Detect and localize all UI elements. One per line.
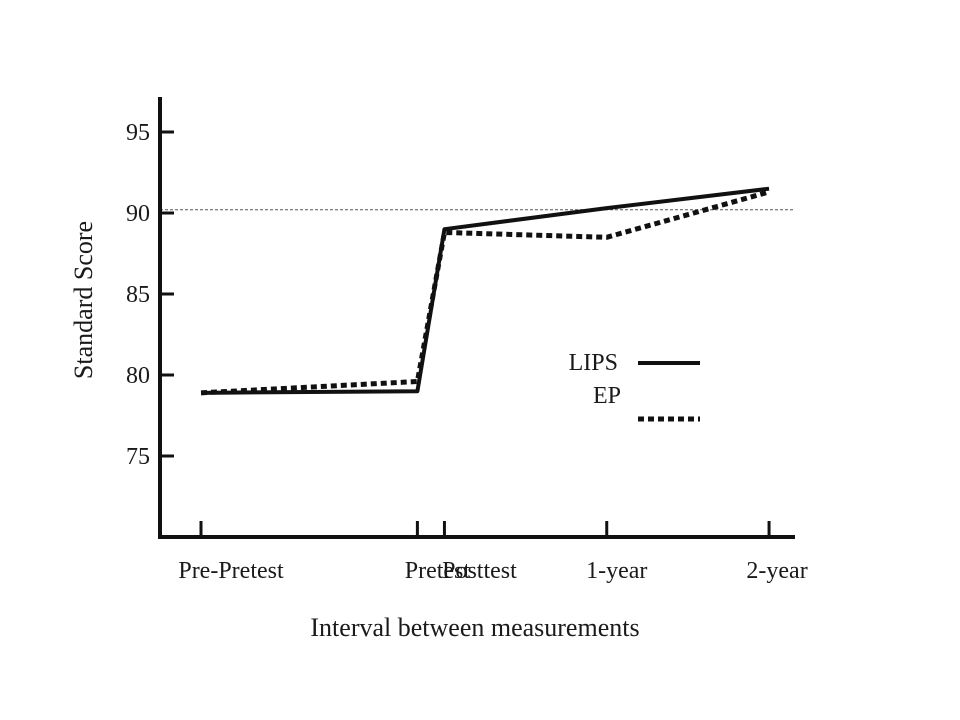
x-axis-title: Interval between measurements <box>310 613 639 642</box>
legend-label-ep: EP <box>593 383 621 409</box>
series-line-ep <box>200 189 770 396</box>
y-tick-label-75: 75 <box>126 444 150 470</box>
x-tick-label-pre-pretest: Pre-Pretest <box>178 558 284 584</box>
y-tick-label-90: 90 <box>126 201 150 227</box>
y-tick-label-85: 85 <box>126 282 150 308</box>
legend: LIPS EP <box>569 350 700 422</box>
y-axis-ticks: 75 80 85 90 95 <box>126 120 174 470</box>
x-tick-label-1-year: 1-year <box>586 558 647 584</box>
y-tick-label-80: 80 <box>126 363 150 389</box>
series-lines <box>200 186 770 396</box>
x-tick-label-posttest: Posttest <box>442 558 517 584</box>
x-tick-label-2-year: 2-year <box>746 558 807 584</box>
y-axis-title: Standard Score <box>69 221 98 379</box>
series-line-lips <box>200 186 770 395</box>
y-tick-label-95: 95 <box>126 120 150 146</box>
legend-label-lips: LIPS <box>569 350 618 376</box>
x-tick-label-pretest: Pretest <box>405 558 471 584</box>
